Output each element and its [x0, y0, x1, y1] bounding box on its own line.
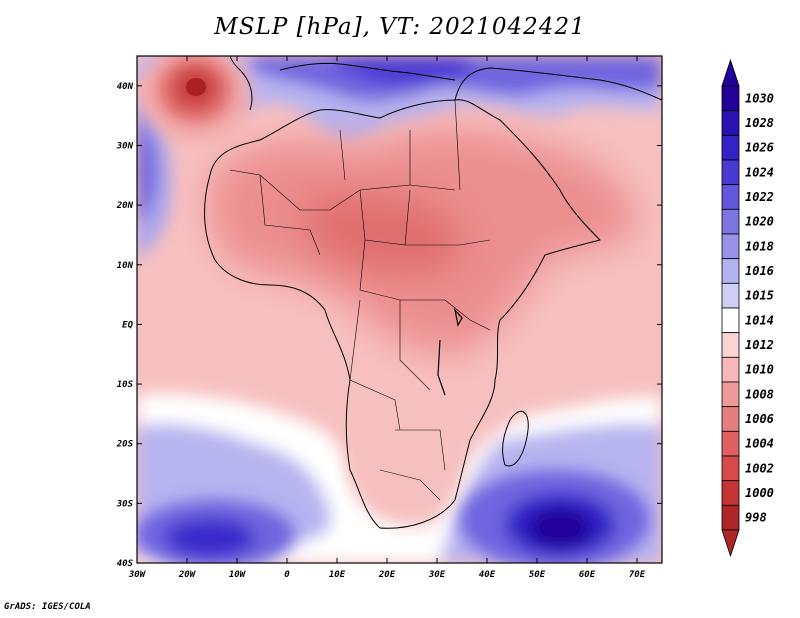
colorbar-label: 998 — [745, 511, 767, 525]
lat-tick-label: 20S — [116, 440, 134, 450]
colorbar-box — [721, 480, 740, 506]
great-lakes — [437, 307, 463, 396]
colorbar-box — [721, 85, 740, 112]
lon-tick-label: 40E — [479, 570, 496, 580]
lon-tick-label: 60E — [579, 570, 596, 580]
longitude-axis: 30W 20W 10W 0 10E 20E 30E 40E 50E 60E 70E — [128, 56, 646, 580]
colorbar-box — [721, 184, 740, 210]
west-atlantic-high — [137, 90, 171, 260]
colorbar-box — [721, 282, 740, 309]
latitude-axis: 40N 30N 20N 10N EQ 10S 20S 30S 40S — [116, 82, 662, 569]
colorbar-box — [721, 332, 740, 358]
lon-tick-label: 10W — [229, 570, 247, 580]
colorbar-box — [721, 406, 740, 432]
lat-tick-label: 30S — [116, 499, 134, 509]
colorbar-box — [721, 455, 740, 482]
colorbar-box — [721, 233, 740, 260]
colorbar-label: 1006 — [745, 412, 774, 426]
pressure-field — [137, 56, 662, 563]
colorbar-label: 1022 — [745, 190, 774, 204]
colorbar-box — [721, 159, 740, 186]
colorbar-label: 1014 — [745, 313, 774, 327]
lat-tick-label: 40S — [117, 559, 134, 569]
credit-text: GrADS: IGES/COLA — [4, 602, 91, 612]
colorbar-label: 1000 — [745, 486, 774, 500]
country-borders — [229, 99, 491, 501]
colorbar-label: 1020 — [745, 215, 774, 229]
lon-tick-label: 50E — [529, 570, 546, 580]
colorbar-label: 1028 — [745, 116, 774, 130]
lon-tick-label: 30W — [128, 570, 147, 580]
lon-tick-label: 10E — [329, 570, 346, 580]
colorbar-label: 1030 — [745, 91, 774, 105]
north-atlantic-low — [139, 56, 251, 141]
colorbar-bottom-arrow — [721, 529, 740, 558]
colorbar-box — [721, 258, 740, 284]
colorbar-label: 1012 — [745, 338, 774, 352]
colorbar-box — [721, 134, 740, 161]
lat-tick-label: EQ — [122, 320, 133, 330]
lon-tick-label: 20W — [178, 570, 197, 580]
colorbar-box — [721, 430, 740, 457]
colorbar-box — [721, 307, 740, 334]
colorbar-top-arrow — [721, 58, 740, 87]
colorbar-box — [721, 208, 740, 235]
colorbar-label: 1016 — [745, 264, 774, 278]
lon-tick-label: 70E — [629, 570, 646, 580]
lat-tick-label: 10S — [117, 380, 134, 390]
continental-low — [209, 129, 640, 354]
colorbar-label: 1008 — [745, 387, 774, 401]
lat-tick-label: 30N — [116, 141, 134, 151]
lat-tick-label: 10N — [117, 261, 134, 271]
colorbar-box — [721, 110, 740, 136]
colorbar-label: 1010 — [745, 363, 774, 377]
southern-highs — [137, 470, 650, 563]
colorbar-label: 1004 — [745, 437, 774, 451]
colorbar-box — [721, 356, 740, 383]
map-frame — [136, 55, 663, 564]
colorbar-label: 1002 — [745, 461, 774, 475]
lat-tick-label: 40N — [117, 82, 134, 92]
map-title: MSLP [hPa], VT: 2021042421 — [214, 14, 586, 40]
colorbar-label: 1024 — [745, 165, 774, 179]
coastlines — [204, 56, 662, 529]
colorbar: 1030 1028 1026 1024 1022 1020 1018 1016 1015 1014… — [721, 58, 774, 558]
colorbar-box — [721, 504, 740, 531]
colorbar-label: 1015 — [745, 289, 774, 303]
colorbar-label: 1026 — [745, 141, 774, 155]
lon-tick-label: 20E — [378, 570, 396, 580]
lat-tick-label: 20N — [116, 201, 134, 211]
colorbar-label: 1018 — [745, 239, 774, 253]
southern-africa-field — [348, 418, 464, 527]
lon-tick-label: 0 — [284, 570, 290, 580]
colorbar-box — [721, 381, 740, 408]
lon-tick-label: 30E — [428, 570, 446, 580]
